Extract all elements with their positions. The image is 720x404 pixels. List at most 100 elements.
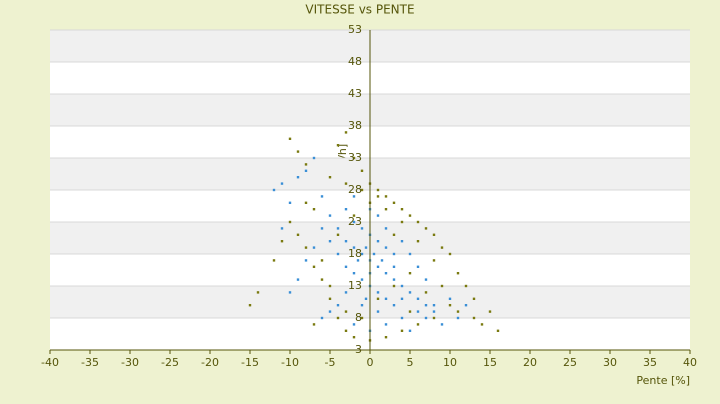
point bbox=[384, 227, 388, 230]
point bbox=[384, 208, 388, 211]
point bbox=[456, 272, 460, 275]
point bbox=[336, 316, 340, 320]
point bbox=[376, 214, 380, 217]
point bbox=[416, 323, 420, 326]
point bbox=[384, 195, 388, 198]
point bbox=[376, 240, 380, 243]
point bbox=[312, 323, 316, 326]
point bbox=[288, 137, 292, 140]
point bbox=[472, 297, 476, 300]
x-tick-label: -10 bbox=[281, 356, 299, 369]
point bbox=[272, 188, 276, 192]
point bbox=[304, 259, 308, 262]
y-tick-label: 8 bbox=[355, 311, 362, 324]
point bbox=[384, 246, 388, 249]
point bbox=[360, 278, 364, 281]
point bbox=[256, 291, 260, 294]
point bbox=[364, 297, 368, 300]
point bbox=[288, 201, 292, 204]
point bbox=[408, 291, 412, 294]
x-tick-label: 35 bbox=[643, 356, 657, 369]
y-tick-label: 28 bbox=[348, 183, 362, 196]
point bbox=[456, 316, 460, 320]
x-tick-label: -30 bbox=[121, 356, 139, 369]
point bbox=[424, 304, 428, 307]
x-axis-label: Pente [%] bbox=[636, 374, 690, 387]
point bbox=[416, 240, 420, 243]
point bbox=[472, 316, 476, 320]
point bbox=[344, 310, 348, 313]
point bbox=[352, 156, 356, 160]
point bbox=[372, 252, 376, 256]
point bbox=[352, 272, 356, 275]
point bbox=[344, 240, 348, 243]
x-tick-label: 5 bbox=[407, 356, 414, 369]
point bbox=[392, 284, 396, 288]
point bbox=[400, 240, 404, 243]
y-tick-label: 33 bbox=[348, 151, 362, 164]
point bbox=[440, 246, 444, 249]
point bbox=[392, 252, 396, 256]
x-tick-label: -35 bbox=[81, 356, 99, 369]
x-tick-label: 15 bbox=[483, 356, 497, 369]
point bbox=[344, 182, 348, 185]
point bbox=[320, 259, 324, 262]
point bbox=[448, 304, 452, 307]
point bbox=[432, 310, 436, 313]
point bbox=[296, 278, 300, 281]
point bbox=[360, 227, 364, 230]
x-tick-label: -25 bbox=[161, 356, 179, 369]
point bbox=[296, 233, 300, 236]
point bbox=[432, 316, 436, 320]
point bbox=[384, 272, 388, 275]
point bbox=[352, 195, 356, 198]
point bbox=[280, 240, 284, 243]
x-tick-label: 0 bbox=[367, 356, 374, 369]
point bbox=[328, 284, 332, 288]
point bbox=[288, 220, 292, 224]
point bbox=[360, 169, 364, 172]
point bbox=[296, 150, 300, 153]
point bbox=[416, 220, 420, 224]
point bbox=[352, 220, 356, 224]
point bbox=[352, 246, 356, 249]
point bbox=[400, 208, 404, 211]
point bbox=[380, 259, 384, 262]
point bbox=[320, 195, 324, 198]
x-tick-label: 25 bbox=[563, 356, 577, 369]
point bbox=[448, 297, 452, 300]
point bbox=[392, 265, 396, 268]
point bbox=[408, 252, 412, 256]
point bbox=[376, 291, 380, 294]
point bbox=[456, 310, 460, 313]
point bbox=[408, 272, 412, 275]
point bbox=[384, 323, 388, 326]
point bbox=[416, 297, 420, 300]
point bbox=[304, 201, 308, 204]
point bbox=[336, 304, 340, 307]
point bbox=[312, 156, 316, 160]
y-tick-label: 48 bbox=[348, 55, 362, 68]
point bbox=[328, 214, 332, 217]
point bbox=[408, 214, 412, 217]
point bbox=[344, 291, 348, 294]
point bbox=[320, 227, 324, 230]
point bbox=[344, 265, 348, 268]
point bbox=[304, 163, 308, 166]
x-tick-label: 30 bbox=[603, 356, 617, 369]
point bbox=[352, 323, 356, 326]
point bbox=[360, 304, 364, 307]
point bbox=[376, 265, 380, 268]
point bbox=[376, 297, 380, 300]
point bbox=[336, 252, 340, 256]
point bbox=[424, 291, 428, 294]
point bbox=[272, 259, 276, 262]
point bbox=[376, 195, 380, 198]
point bbox=[328, 310, 332, 313]
point bbox=[280, 182, 284, 185]
point bbox=[312, 246, 316, 249]
point bbox=[336, 233, 340, 236]
point bbox=[364, 246, 368, 249]
point bbox=[392, 278, 396, 281]
point bbox=[360, 316, 364, 320]
